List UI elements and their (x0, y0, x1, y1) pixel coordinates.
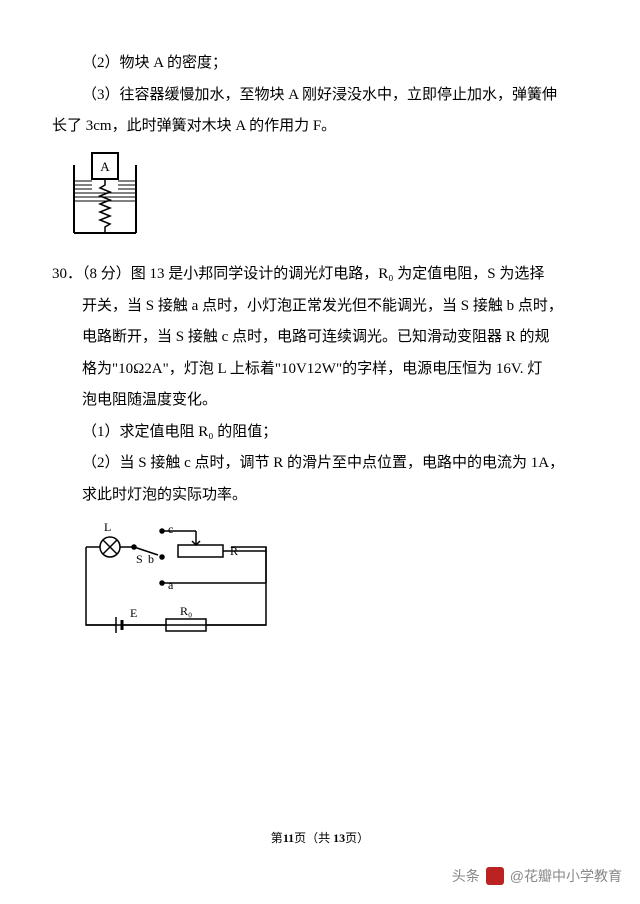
svg-text:S: S (136, 552, 143, 566)
svg-text:E: E (130, 606, 137, 620)
q30-l5: 泡电阻随温度变化。 (82, 385, 588, 417)
q29-part2: （2）物块 A 的密度； (52, 48, 588, 80)
toutiao-icon (486, 867, 504, 885)
q30-l4: 格为"10Ω2A"，灯泡 L 上标着"10V12W"的字样，电源电压恒为 16V… (82, 354, 588, 386)
svg-text:c: c (168, 522, 173, 536)
watermark: 头条 @花瓣中小学教育 (452, 866, 622, 886)
svg-text:R₀: R₀ (180, 604, 192, 618)
q30-l6: （1）求定值电阻 R₀ 的阻值； (82, 417, 588, 449)
q30-l1: 30．（8 分）图 13 是小邦同学设计的调光灯电路，R₀ 为定值电阻，S 为选… (52, 259, 588, 291)
svg-text:L: L (104, 520, 111, 534)
q29-part3b: 长了 3cm，此时弹簧对木块 A 的作用力 F。 (52, 111, 588, 143)
page-footer: 第11页（共 13页） (0, 829, 640, 846)
svg-text:A: A (100, 159, 110, 174)
svg-text:b: b (148, 552, 154, 566)
q30-l3: 电路断开，当 S 接触 c 点时，电路可连续调光。已知滑动变阻器 R 的规 (82, 322, 588, 354)
svg-text:a: a (168, 578, 174, 592)
q30-l7: （2）当 S 接触 c 点时，调节 R 的滑片至中点位置，电路中的电流为 1A， (82, 448, 588, 480)
q30-figure: L S c b a R R₀ E (76, 517, 588, 637)
q30-l2: 开关，当 S 接触 a 点时，小灯泡正常发光但不能调光，当 S 接触 b 点时， (82, 291, 588, 323)
svg-text:R: R (230, 544, 238, 558)
q30-l8: 求此时灯泡的实际功率。 (82, 480, 588, 512)
watermark-text: @花瓣中小学教育 (510, 866, 622, 886)
watermark-prefix: 头条 (452, 866, 480, 886)
page-content: （2）物块 A 的密度； （3）往容器缓慢加水，至物块 A 刚好浸没水中，立即停… (0, 0, 640, 637)
q29-figure: A (70, 147, 588, 250)
question-30: 30．（8 分）图 13 是小邦同学设计的调光灯电路，R₀ 为定值电阻，S 为选… (52, 259, 588, 637)
q29-part3a: （3）往容器缓慢加水，至物块 A 刚好浸没水中，立即停止加水，弹簧伸 (52, 80, 588, 112)
